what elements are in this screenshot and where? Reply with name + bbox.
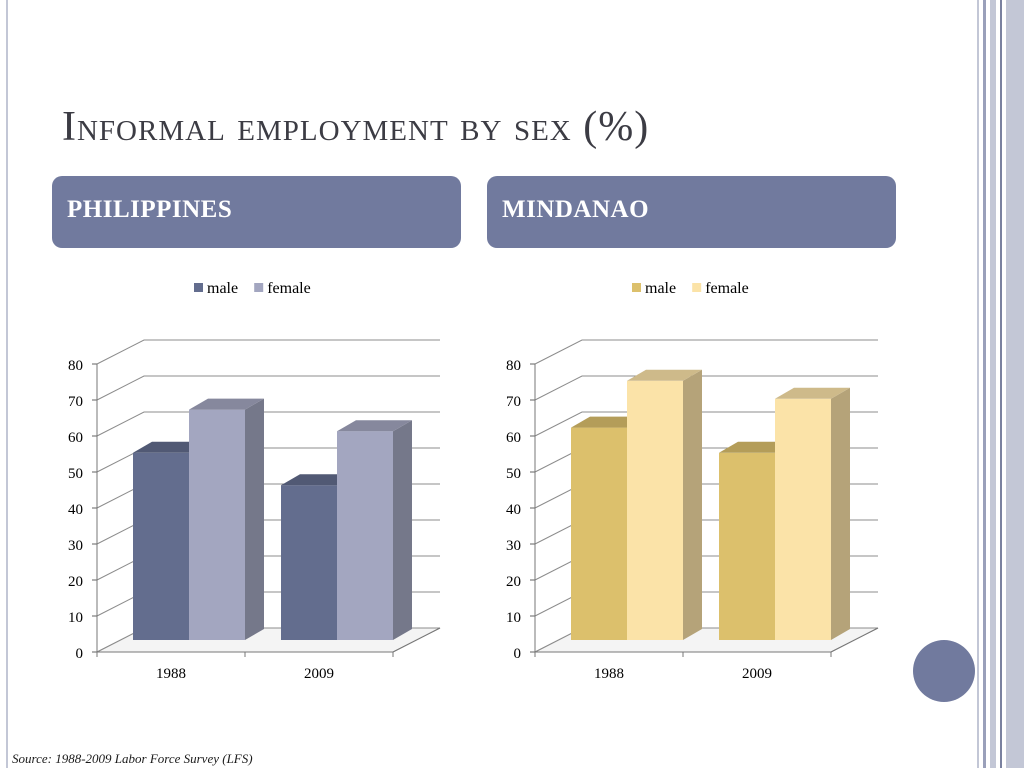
gridline [96, 411, 440, 437]
gridline [96, 375, 440, 401]
x-tick-label: 1988 [156, 666, 186, 682]
bar-male-1988 [571, 427, 627, 640]
y-tick-label: 20 [506, 574, 521, 590]
bar-female-1988-top [627, 369, 702, 381]
legend-label-male: male [645, 280, 676, 297]
bar-female-2009-top [337, 420, 412, 432]
bar-female-2009-side [831, 387, 850, 640]
legend-swatch-male [194, 283, 203, 292]
bar-female-1988-side [245, 398, 264, 640]
panel-header-mindanao: MINDANAO [487, 176, 896, 248]
y-tick-label: 0 [76, 646, 84, 662]
y-tick-label: 60 [68, 430, 83, 446]
bar-female-2009 [337, 431, 393, 640]
bar-male-2009 [281, 485, 337, 640]
x-tick-label: 2009 [742, 666, 772, 682]
x-axis-depth [830, 627, 879, 653]
legend-label-female: female [267, 280, 311, 297]
bar-female-2009-top [775, 387, 850, 399]
y-tick-label: 70 [506, 394, 521, 410]
gridline [534, 339, 878, 365]
bar-female-2009 [775, 398, 831, 640]
y-tick-label: 30 [68, 538, 83, 554]
bar-male-2009 [719, 452, 775, 640]
y-tick-label: 40 [68, 502, 83, 518]
bar-female-2009-side [393, 420, 412, 640]
gridline [534, 375, 878, 401]
y-tick-label: 80 [68, 358, 83, 374]
chart-philippines: 0 10 20 30 40 50 60 70 80 1988 2009 male female [68, 280, 441, 682]
frame-left-line [6, 0, 8, 768]
decorative-circle [913, 640, 975, 702]
chart-mindanao: 0 10 20 30 40 50 60 70 80 1988 2009 male female [506, 280, 879, 682]
x-axis-depth [392, 627, 441, 653]
y-tick-label: 50 [506, 466, 521, 482]
y-tick-label: 10 [68, 610, 83, 626]
y-tick-label: 50 [68, 466, 83, 482]
y-tick-label: 80 [506, 358, 521, 374]
bar-female-1988 [189, 409, 245, 640]
legend-label-female: female [705, 280, 749, 297]
panel-label-mindanao: MINDANAO [502, 196, 650, 223]
bar-female-1988 [627, 380, 683, 640]
panel-label-philippines: PHILIPPINES [67, 196, 233, 223]
source-note: Source: 1988-2009 Labor Force Survey (LF… [12, 751, 253, 766]
bar-female-1988-side [683, 369, 702, 640]
y-tick-label: 10 [506, 610, 521, 626]
y-tick-label: 60 [506, 430, 521, 446]
x-tick-label: 1988 [594, 666, 624, 682]
y-tick-label: 20 [68, 574, 83, 590]
bar-male-1988 [133, 452, 189, 640]
panel-header-philippines: PHILIPPINES [52, 176, 461, 248]
legend-swatch-female [254, 283, 264, 292]
gridline [96, 339, 440, 365]
y-tick-label: 0 [514, 646, 522, 662]
legend-swatch-female [692, 283, 702, 292]
legend-swatch-male [632, 283, 641, 292]
y-tick-label: 40 [506, 502, 521, 518]
slide-title: Informal employment by sex (%) [62, 104, 650, 150]
frame-right-stripes [977, 0, 1024, 768]
bar-female-1988-top [189, 398, 264, 410]
x-tick-label: 2009 [304, 666, 334, 682]
y-tick-label: 30 [506, 538, 521, 554]
y-tick-label: 70 [68, 394, 83, 410]
legend-label-male: male [207, 280, 238, 297]
